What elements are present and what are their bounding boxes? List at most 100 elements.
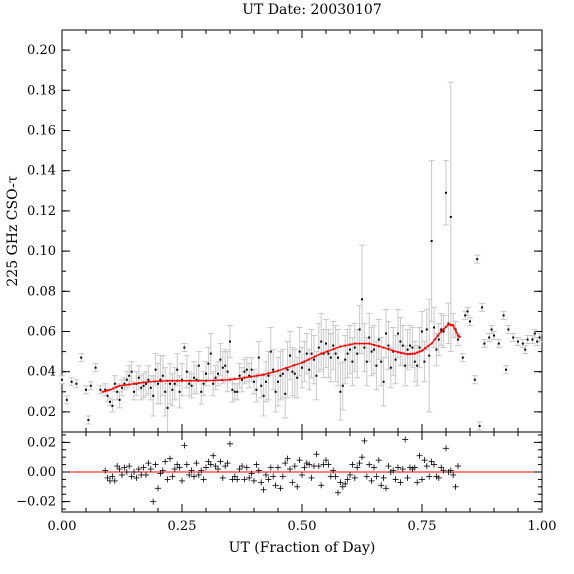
data-point [173, 382, 176, 385]
fit-marker [300, 361, 304, 364]
data-point [116, 390, 119, 393]
data-point [113, 382, 116, 385]
tau-errorbars [59, 81, 543, 433]
data-point [416, 364, 419, 367]
data-point [190, 384, 193, 387]
residual-tick-label: −0.02 [16, 495, 56, 510]
data-point [301, 366, 303, 369]
fit-marker [238, 377, 241, 380]
data-point [279, 374, 282, 377]
data-point [224, 364, 227, 367]
fit-marker [142, 381, 145, 384]
data-point [281, 372, 284, 375]
data-point [197, 364, 200, 367]
fit-marker [307, 358, 310, 361]
fit-marker [358, 342, 361, 345]
data-point [353, 346, 356, 349]
chart-title: UT Date: 20030107 [242, 2, 382, 18]
data-point [269, 350, 272, 353]
y-tick-label: 0.16 [27, 124, 56, 139]
x-tick-label: 0.00 [48, 519, 77, 534]
data-point [272, 368, 275, 371]
data-point [536, 340, 539, 343]
fit-marker [436, 334, 440, 337]
data-point [99, 388, 102, 391]
data-point [476, 258, 479, 261]
data-point [473, 378, 476, 381]
data-point [325, 342, 327, 345]
fit-marker [332, 347, 336, 351]
data-point [435, 348, 438, 351]
data-point [205, 372, 207, 375]
data-point [248, 374, 251, 377]
data-point [389, 366, 392, 369]
data-point [152, 394, 155, 397]
fit-marker [313, 355, 316, 358]
residual-points [102, 436, 461, 505]
fit-marker [377, 345, 380, 348]
fit-marker [320, 352, 323, 355]
data-point [442, 330, 445, 333]
data-point [361, 298, 363, 301]
fit-marker [115, 385, 118, 389]
fit-marker [166, 379, 169, 382]
x-tick-label: 0.75 [408, 519, 437, 534]
data-point [70, 380, 73, 383]
fit-marker [413, 352, 416, 355]
x-tick-label: 0.25 [168, 519, 197, 534]
data-point [313, 358, 315, 361]
fit-marker [153, 380, 156, 383]
fit-marker [440, 330, 443, 333]
data-point [233, 390, 236, 393]
fit-marker [396, 351, 400, 354]
data-point [481, 306, 483, 309]
data-point [109, 400, 111, 403]
data-point [387, 344, 390, 347]
data-point [236, 390, 239, 393]
data-point [195, 378, 198, 381]
data-point [274, 390, 277, 393]
fit-marker [104, 389, 107, 393]
fit-marker [348, 343, 352, 346]
data-point [437, 338, 440, 341]
fit-marker [233, 377, 236, 381]
data-point [464, 314, 467, 317]
fit-marker [363, 342, 366, 345]
data-point [413, 360, 416, 363]
data-point [85, 388, 87, 391]
data-point [137, 376, 140, 379]
data-point [469, 320, 471, 323]
data-point [111, 404, 114, 407]
fit-marker [452, 324, 455, 327]
fit-marker [188, 379, 192, 382]
data-point [149, 386, 152, 389]
data-point [322, 352, 325, 355]
fit-marker [442, 327, 445, 331]
fit-marker [267, 372, 270, 375]
data-point [142, 384, 145, 387]
data-point [375, 364, 378, 367]
fit-marker [220, 378, 224, 382]
fit-marker [276, 369, 280, 372]
data-point [320, 340, 323, 343]
data-point [368, 336, 371, 339]
data-point [521, 342, 524, 345]
data-point [154, 368, 157, 371]
x-axis-ticks: 0.00 0.25 0.50 0.75 1.00 [48, 30, 556, 534]
data-point [538, 336, 541, 339]
data-point [373, 348, 375, 351]
data-point [260, 384, 263, 387]
data-point [344, 358, 347, 361]
data-point [440, 328, 443, 331]
data-point [130, 370, 133, 373]
tau-panel: 0.02 0.04 0.06 0.08 0.10 0.12 0.14 0.16 0.18 0.20 [27, 29, 543, 433]
y-tick-label: 0.18 [27, 83, 56, 98]
data-point [507, 328, 510, 331]
data-point [310, 352, 313, 355]
fit-marker [292, 364, 296, 367]
fit-marker [427, 344, 430, 348]
fit-marker [339, 345, 342, 348]
data-point [257, 356, 260, 359]
data-point [430, 240, 433, 243]
data-point [231, 388, 234, 391]
